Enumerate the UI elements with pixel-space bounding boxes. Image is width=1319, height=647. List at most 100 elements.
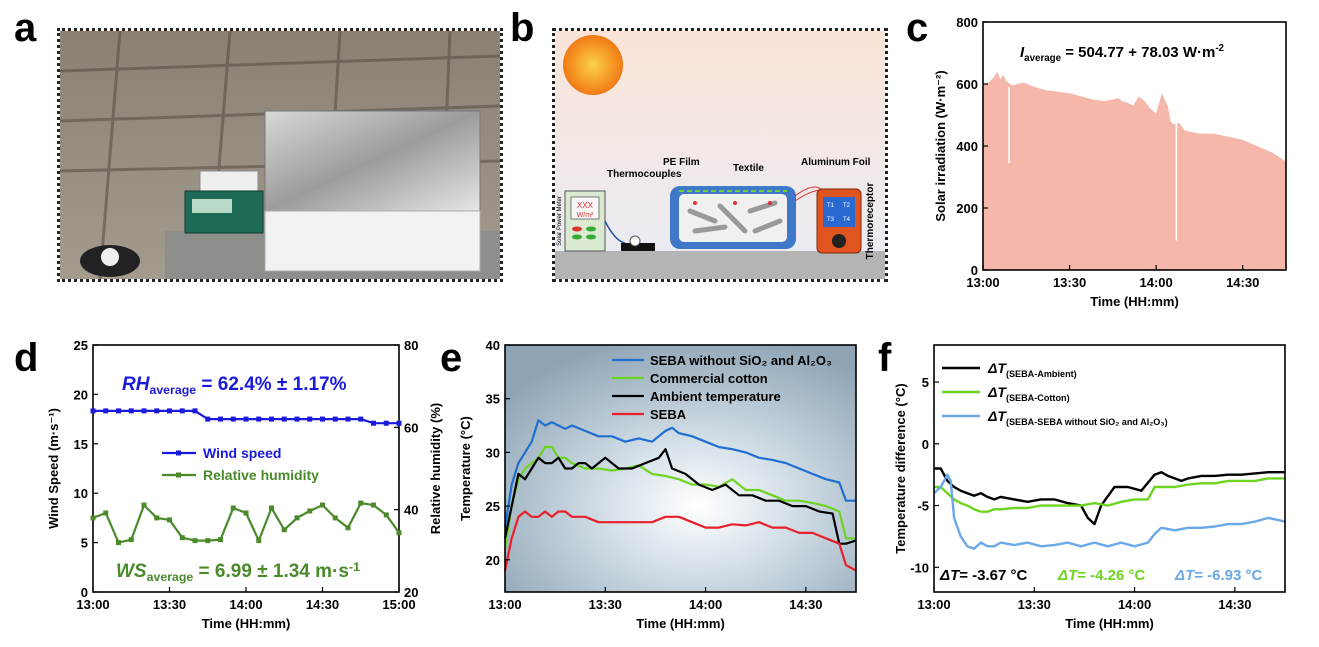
x-tick-label: 14:00 — [229, 597, 262, 612]
series-marker-0 — [358, 416, 364, 422]
x-tick-label: 14:00 — [689, 597, 722, 612]
series-marker-1 — [230, 505, 236, 511]
series-marker-0 — [192, 408, 198, 414]
x-tick-label: 13:30 — [1018, 597, 1051, 612]
average-difference-2-part: = -6.93 °C — [1194, 567, 1262, 584]
x-tick-label: 14:30 — [306, 597, 339, 612]
series-marker-1 — [294, 515, 300, 521]
field-test-photo-drawing — [60, 31, 500, 279]
pe-film-label: PE Film — [663, 157, 700, 168]
average-difference-0-part: = -3.67 °C — [959, 567, 1027, 584]
y-tick-label: 40 — [486, 338, 500, 353]
average-difference-1: ΔT= -4.26 °C — [1057, 567, 1146, 584]
series-marker-1 — [167, 517, 172, 523]
chart-f: -10 -5 0 5 13:00 13:30 14:00 14:30 Time (HH:mm) T… — [893, 344, 1286, 631]
y-tick-label: 10 — [74, 486, 88, 501]
x-tick-label: 13:00 — [917, 597, 950, 612]
series-marker-0 — [141, 408, 147, 414]
y-tick-label: 400 — [956, 139, 978, 154]
series-marker-1 — [269, 505, 274, 511]
rh-average-annotation: RHaverage = 62.4% ± 1.17% — [122, 374, 347, 397]
irradiation-area — [983, 71, 1286, 270]
legend-marker-1 — [176, 472, 181, 478]
chart-c: 0 200 400 600 800 13:00 13:30 14:00 14:30 Time (H… — [933, 15, 1287, 309]
y-tick-label: 800 — [956, 15, 978, 30]
x-tick-label: 13:30 — [153, 597, 186, 612]
schematic-drawing: XXX W/m² Solar Power Meter PE Film Therm… — [555, 31, 885, 279]
legend-label-0: Wind speed — [203, 445, 281, 461]
series-marker-1 — [103, 510, 109, 516]
meter-reading: XXX — [577, 201, 594, 210]
average-irradiation-annotation: Iaverage = 504.77 + 78.03 W·m-2 — [1020, 43, 1225, 64]
legend-label-1: Commercial cotton — [650, 371, 768, 386]
series-marker-1 — [332, 515, 338, 521]
legend-label-1-part: ΔT — [987, 384, 1007, 400]
legend-label-2-part: ΔT — [987, 408, 1007, 424]
x-tick-label: 13:00 — [488, 597, 521, 612]
series-marker-0 — [154, 408, 160, 414]
series-marker-0 — [371, 420, 376, 426]
legend-label-3: SEBA — [650, 407, 687, 422]
channel-t2: T2 — [843, 203, 851, 209]
ws-average-annotation-part: average — [147, 570, 194, 584]
y-tick-label: 25 — [486, 499, 500, 514]
thermoreceptor-label: Thermoreceptor — [865, 183, 876, 260]
channel-t3: T3 — [827, 217, 835, 223]
panel-label-e: e — [440, 336, 463, 380]
ws-average-annotation-part: -1 — [349, 560, 360, 574]
y-tick-label: 5 — [922, 375, 929, 390]
sun-icon — [563, 35, 623, 95]
series-marker-0 — [243, 416, 249, 422]
x-tick-label: 14:00 — [1118, 597, 1151, 612]
series-line-1 — [934, 477, 1285, 513]
average-difference-2-part: ΔT — [1174, 567, 1196, 584]
series-marker-1 — [90, 515, 96, 521]
average-irradiation-annotation-part: average — [1024, 53, 1061, 64]
average-difference-2: ΔT= -6.93 °C — [1174, 567, 1263, 584]
y-tick-label: 15 — [74, 437, 88, 452]
panel-label-d: d — [14, 336, 39, 380]
series-marker-1 — [179, 535, 185, 541]
legend-label-1: ΔT(SEBA-Cotton) — [987, 384, 1070, 403]
series-marker-1 — [154, 515, 160, 521]
average-irradiation-annotation-part: I — [1020, 44, 1025, 61]
series-marker-0 — [345, 416, 351, 422]
ws-average-annotation-part: = 6.99 ± 1.34 m·s — [193, 561, 349, 582]
y-tick-label: 35 — [486, 392, 500, 407]
y-tick-label: 0 — [81, 585, 88, 600]
y-tick-label: 0 — [922, 437, 929, 452]
y-tick-label: 20 — [486, 553, 500, 568]
series-marker-1 — [371, 502, 376, 508]
experimental-setup-schematic: XXX W/m² Solar Power Meter PE Film Therm… — [552, 28, 888, 282]
series-marker-0 — [116, 408, 121, 414]
legend-label-2: ΔT(SEBA-SEBA without SiO₂ and Al₂O₃) — [987, 408, 1168, 427]
y-tick-label: 0 — [971, 263, 978, 278]
channel-t1: T1 — [827, 203, 835, 209]
ws-average-annotation-part: WS — [116, 561, 147, 582]
series-line-2 — [933, 473, 1286, 550]
y-axis-title-right: Relative humidity (%) — [428, 403, 443, 534]
x-tick-label: 14:00 — [1140, 275, 1173, 290]
panel-label-a: a — [14, 6, 37, 50]
series-marker-0 — [269, 416, 274, 422]
y-tick-label: 30 — [486, 445, 500, 460]
panel-label-b: b — [510, 6, 535, 50]
series-marker-1 — [358, 500, 364, 506]
series-marker-0 — [167, 408, 172, 414]
average-difference-0: ΔT= -3.67 °C — [939, 567, 1028, 584]
y-tick-label: 80 — [404, 338, 418, 353]
series-line-1 — [503, 445, 856, 550]
series-marker-1 — [205, 538, 211, 544]
series-line-0 — [503, 419, 856, 528]
x-tick-label: 15:00 — [382, 597, 415, 612]
ws-average-annotation: WSaverage = 6.99 ± 1.34 m·s-1 — [116, 560, 360, 584]
series-line-2 — [503, 448, 857, 545]
legend-label-0: SEBA without SiO₂ and Al₂O₃ — [650, 353, 832, 368]
legend-label-0: ΔT(SEBA-Ambient) — [987, 360, 1077, 379]
y-tick-label: -5 — [917, 499, 929, 514]
series-line-0 — [934, 467, 1285, 526]
thermocouples-label: Thermocouples — [607, 169, 682, 180]
x-tick-label: 14:30 — [789, 597, 822, 612]
legend-label-2: Ambient temperature — [650, 389, 781, 404]
y-tick-label: 600 — [956, 77, 978, 92]
